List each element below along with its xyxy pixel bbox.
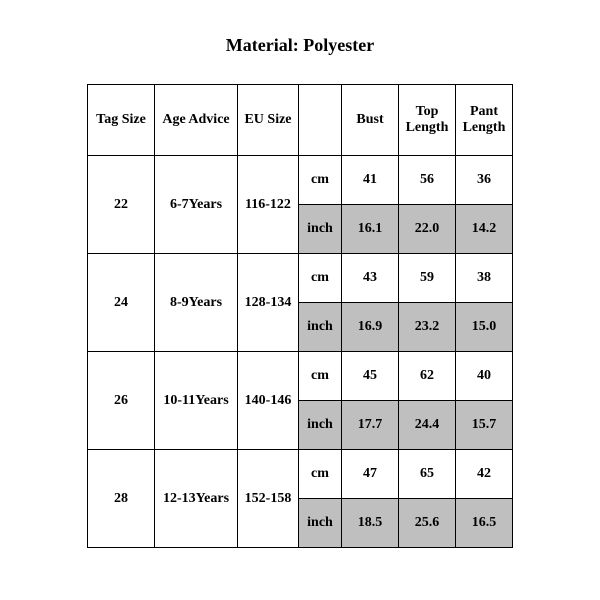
cell-unit: inch xyxy=(299,401,342,450)
cell-unit: inch xyxy=(299,499,342,548)
table-row: 24 8-9Years 128-134 cm 43 59 38 xyxy=(88,254,513,303)
cell-pant: 15.7 xyxy=(456,401,513,450)
col-unit xyxy=(299,85,342,156)
cell-pant: 16.5 xyxy=(456,499,513,548)
cell-age: 6-7Years xyxy=(155,156,238,254)
cell-unit: cm xyxy=(299,254,342,303)
cell-bust: 18.5 xyxy=(342,499,399,548)
col-age-advice: Age Advice xyxy=(155,85,238,156)
cell-top: 22.0 xyxy=(399,205,456,254)
page: Material: Polyester Tag Size Age Advice … xyxy=(0,0,600,600)
table-header-row: Tag Size Age Advice EU Size Bust Top Len… xyxy=(88,85,513,156)
cell-unit: inch xyxy=(299,303,342,352)
cell-bust: 17.7 xyxy=(342,401,399,450)
cell-bust: 41 xyxy=(342,156,399,205)
cell-pant: 38 xyxy=(456,254,513,303)
cell-tag: 22 xyxy=(88,156,155,254)
cell-top: 24.4 xyxy=(399,401,456,450)
col-eu-size: EU Size xyxy=(238,85,299,156)
col-tag-size: Tag Size xyxy=(88,85,155,156)
cell-bust: 47 xyxy=(342,450,399,499)
size-table: Tag Size Age Advice EU Size Bust Top Len… xyxy=(87,84,513,548)
cell-unit: cm xyxy=(299,156,342,205)
cell-unit: cm xyxy=(299,352,342,401)
cell-top: 25.6 xyxy=(399,499,456,548)
page-title: Material: Polyester xyxy=(0,35,600,56)
cell-age: 8-9Years xyxy=(155,254,238,352)
cell-age: 10-11Years xyxy=(155,352,238,450)
cell-bust: 16.9 xyxy=(342,303,399,352)
cell-pant: 42 xyxy=(456,450,513,499)
cell-eu: 140-146 xyxy=(238,352,299,450)
cell-bust: 16.1 xyxy=(342,205,399,254)
cell-bust: 43 xyxy=(342,254,399,303)
cell-pant: 14.2 xyxy=(456,205,513,254)
cell-pant: 15.0 xyxy=(456,303,513,352)
cell-unit: inch xyxy=(299,205,342,254)
col-pant-length: Pant Length xyxy=(456,85,513,156)
cell-top: 65 xyxy=(399,450,456,499)
cell-top: 59 xyxy=(399,254,456,303)
cell-top: 62 xyxy=(399,352,456,401)
cell-tag: 28 xyxy=(88,450,155,548)
cell-tag: 26 xyxy=(88,352,155,450)
cell-top: 23.2 xyxy=(399,303,456,352)
cell-pant: 36 xyxy=(456,156,513,205)
table-row: 28 12-13Years 152-158 cm 47 65 42 xyxy=(88,450,513,499)
table-row: 26 10-11Years 140-146 cm 45 62 40 xyxy=(88,352,513,401)
cell-eu: 152-158 xyxy=(238,450,299,548)
cell-tag: 24 xyxy=(88,254,155,352)
col-top-length: Top Length xyxy=(399,85,456,156)
col-bust: Bust xyxy=(342,85,399,156)
cell-eu: 116-122 xyxy=(238,156,299,254)
cell-age: 12-13Years xyxy=(155,450,238,548)
cell-top: 56 xyxy=(399,156,456,205)
cell-pant: 40 xyxy=(456,352,513,401)
cell-eu: 128-134 xyxy=(238,254,299,352)
cell-unit: cm xyxy=(299,450,342,499)
table-row: 22 6-7Years 116-122 cm 41 56 36 xyxy=(88,156,513,205)
cell-bust: 45 xyxy=(342,352,399,401)
